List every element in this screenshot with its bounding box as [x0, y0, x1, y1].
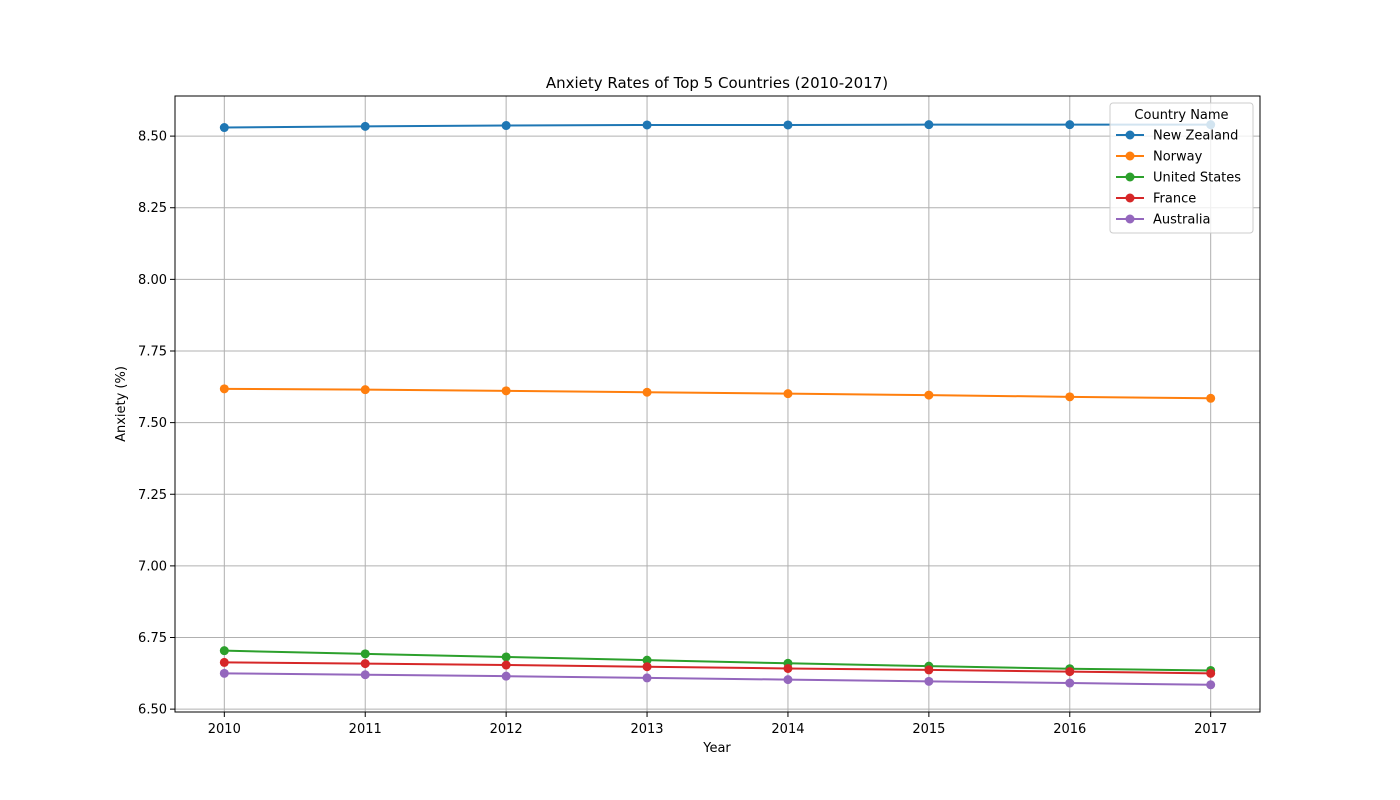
data-point-france [924, 665, 934, 675]
data-point-united-states [501, 652, 511, 662]
y-tick-label: 7.75 [138, 344, 167, 359]
data-point-france [1065, 667, 1075, 677]
data-point-france [360, 659, 370, 669]
y-axis: 6.50 6.75 7.00 7.25 7.50 7.75 8.00 8.25 8.50 [138, 130, 175, 718]
data-point-france [501, 660, 511, 670]
y-tick-label: 7.25 [138, 488, 167, 503]
data-point-australia [1065, 678, 1075, 688]
y-tick-label: 7.50 [138, 416, 167, 431]
data-point-norway [219, 384, 229, 394]
data-point-australia [219, 668, 229, 678]
x-tick-label: 2015 [912, 722, 945, 737]
x-axis: 2010 2011 2012 2013 2014 2015 2016 2017 [208, 712, 1227, 737]
data-point-australia [1206, 680, 1216, 690]
data-point-new-zealand [360, 121, 370, 131]
x-tick-label: 2011 [349, 722, 382, 737]
y-tick-label: 8.00 [138, 273, 167, 288]
x-tick-label: 2016 [1053, 722, 1086, 737]
data-point-australia [642, 673, 652, 683]
y-tick-label: 8.25 [138, 201, 167, 216]
legend-label: France [1153, 192, 1196, 207]
legend-marker [1125, 193, 1135, 203]
data-point-united-states [642, 655, 652, 665]
x-tick-label: 2012 [490, 722, 523, 737]
y-tick-label: 6.75 [138, 631, 167, 646]
plot-frame [174, 95, 1261, 713]
x-tick-label: 2013 [630, 722, 663, 737]
legend-label: United States [1153, 171, 1241, 186]
data-point-new-zealand [642, 120, 652, 130]
data-point-new-zealand [1065, 120, 1075, 130]
legend-marker [1125, 151, 1135, 161]
legend-title: Country Name [1134, 108, 1228, 123]
legend: Country Name New Zealand Norway United Stat… [1109, 102, 1254, 234]
x-tick-label: 2017 [1194, 722, 1227, 737]
data-point-norway [642, 387, 652, 397]
data-point-norway [783, 389, 793, 399]
y-tick-label: 6.50 [138, 703, 167, 718]
data-point-australia [783, 675, 793, 685]
data-point-australia [924, 676, 934, 686]
legend-marker [1125, 130, 1135, 140]
legend-label: Australia [1153, 213, 1211, 228]
y-tick-label: 7.00 [138, 559, 167, 574]
x-tick-label: 2014 [771, 722, 804, 737]
data-point-norway [360, 385, 370, 395]
data-point-norway [1065, 392, 1075, 402]
data-point-norway [1206, 393, 1216, 403]
legend-marker [1125, 172, 1135, 182]
data-point-france [219, 657, 229, 667]
data-point-new-zealand [501, 121, 511, 131]
series-line-united-states [224, 649, 1211, 672]
data-point-france [1206, 668, 1216, 678]
data-point-australia [501, 671, 511, 681]
plot-area [219, 120, 1216, 690]
y-axis-label: Anxiety (%) [114, 366, 129, 442]
data-point-united-states [360, 649, 370, 659]
data-point-norway [924, 390, 934, 400]
chart-title: Anxiety Rates of Top 5 Countries (2010-2… [546, 74, 888, 92]
series-line-new-zealand [224, 123, 1211, 129]
data-point-france [783, 663, 793, 673]
data-point-new-zealand [219, 123, 229, 133]
legend-box [1109, 102, 1254, 234]
data-point-united-states [219, 646, 229, 656]
series-line-australia [224, 672, 1211, 686]
x-axis-label: Year [702, 741, 731, 756]
data-point-norway [501, 386, 511, 396]
series-line-france [224, 661, 1211, 675]
legend-label: New Zealand [1153, 129, 1238, 144]
data-point-france [642, 662, 652, 672]
data-point-new-zealand [783, 120, 793, 130]
x-tick-label: 2010 [208, 722, 241, 737]
series-line-norway [224, 387, 1211, 400]
data-point-new-zealand [924, 120, 934, 130]
y-tick-label: 8.50 [138, 130, 167, 145]
data-point-australia [360, 670, 370, 680]
legend-marker [1125, 214, 1135, 224]
legend-label: Norway [1153, 150, 1203, 165]
